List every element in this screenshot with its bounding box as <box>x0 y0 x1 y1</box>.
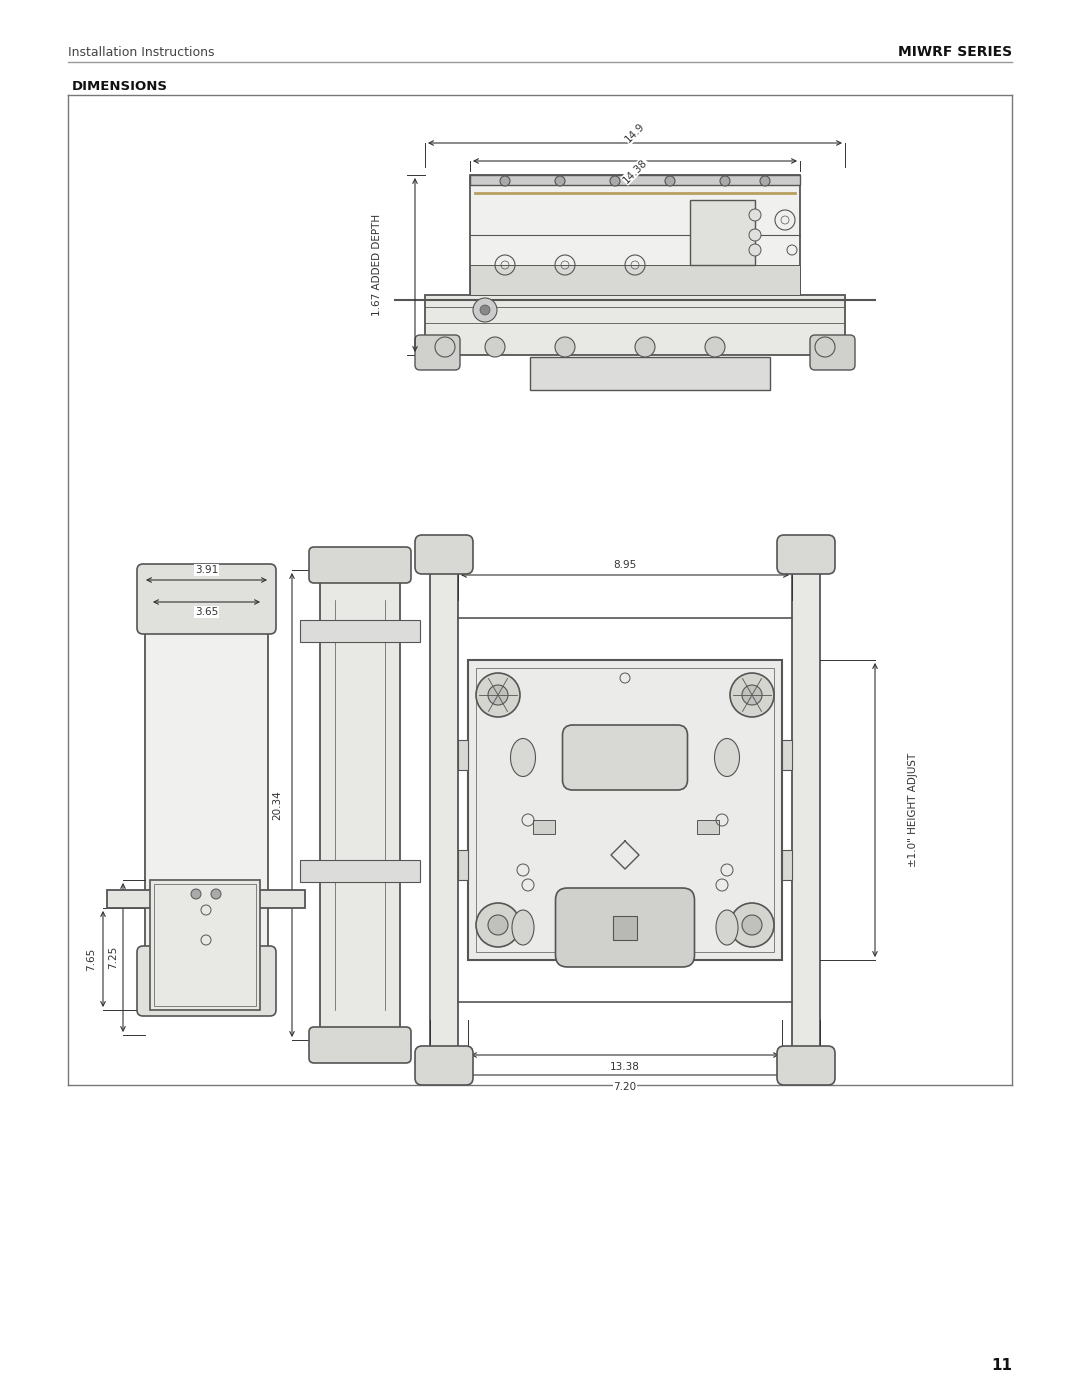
Bar <box>792 560 820 1060</box>
Circle shape <box>750 244 761 256</box>
Text: 3.65: 3.65 <box>194 608 218 617</box>
Bar <box>458 849 468 880</box>
Bar <box>107 890 305 908</box>
Circle shape <box>742 915 762 935</box>
Circle shape <box>610 176 620 186</box>
Bar <box>470 175 800 295</box>
Bar <box>320 570 400 1039</box>
Circle shape <box>730 902 774 947</box>
Circle shape <box>635 337 654 358</box>
Ellipse shape <box>511 739 536 777</box>
Text: 8.95: 8.95 <box>613 560 636 570</box>
Bar <box>430 560 458 1060</box>
Circle shape <box>500 176 510 186</box>
Text: 3.91: 3.91 <box>194 564 218 576</box>
Bar <box>782 849 792 880</box>
Text: DIMENSIONS: DIMENSIONS <box>72 80 168 92</box>
FancyBboxPatch shape <box>810 335 855 370</box>
Bar <box>534 820 555 834</box>
Text: ±1.0" HEIGHT ADJUST: ±1.0" HEIGHT ADJUST <box>908 753 918 868</box>
Bar <box>470 175 800 184</box>
Text: 7.65: 7.65 <box>86 947 96 971</box>
Circle shape <box>473 298 497 321</box>
Bar <box>690 200 755 265</box>
FancyBboxPatch shape <box>415 1046 473 1085</box>
Text: 11: 11 <box>991 1358 1012 1372</box>
Bar <box>300 620 420 643</box>
Bar <box>300 861 420 882</box>
Circle shape <box>555 176 565 186</box>
Circle shape <box>488 915 508 935</box>
FancyBboxPatch shape <box>309 548 411 583</box>
Bar <box>145 620 268 960</box>
Circle shape <box>750 229 761 242</box>
Bar <box>150 880 260 1010</box>
Circle shape <box>476 673 519 717</box>
Circle shape <box>555 337 575 358</box>
Circle shape <box>730 673 774 717</box>
Ellipse shape <box>512 909 534 944</box>
FancyBboxPatch shape <box>555 888 694 967</box>
Text: 13.38: 13.38 <box>610 1062 640 1071</box>
FancyBboxPatch shape <box>777 1046 835 1085</box>
Circle shape <box>665 176 675 186</box>
Bar <box>782 740 792 770</box>
Bar <box>613 915 637 940</box>
Circle shape <box>191 888 201 900</box>
Text: 7.20: 7.20 <box>613 1083 636 1092</box>
Bar <box>470 265 800 295</box>
FancyBboxPatch shape <box>415 335 460 370</box>
Bar <box>697 820 719 834</box>
Text: 7.25: 7.25 <box>108 946 118 970</box>
Circle shape <box>480 305 490 314</box>
Circle shape <box>435 337 455 358</box>
Text: MIWRF SERIES: MIWRF SERIES <box>897 45 1012 59</box>
Circle shape <box>760 176 770 186</box>
Circle shape <box>705 337 725 358</box>
Bar <box>426 295 845 355</box>
Text: 20.34: 20.34 <box>272 791 282 820</box>
Text: 14.38: 14.38 <box>621 156 649 184</box>
Bar <box>530 358 770 390</box>
Bar <box>458 740 468 770</box>
Text: 1.67 ADDED DEPTH: 1.67 ADDED DEPTH <box>372 214 382 316</box>
Circle shape <box>211 888 221 900</box>
Bar <box>154 884 256 1006</box>
FancyBboxPatch shape <box>309 1027 411 1063</box>
Circle shape <box>476 902 519 947</box>
Circle shape <box>815 337 835 358</box>
Circle shape <box>742 685 762 705</box>
Circle shape <box>488 685 508 705</box>
FancyBboxPatch shape <box>137 564 276 634</box>
FancyBboxPatch shape <box>415 535 473 574</box>
FancyBboxPatch shape <box>777 535 835 574</box>
Text: Installation Instructions: Installation Instructions <box>68 46 215 59</box>
Bar <box>476 668 774 951</box>
FancyBboxPatch shape <box>137 946 276 1016</box>
Bar <box>468 659 782 960</box>
Circle shape <box>750 210 761 221</box>
FancyBboxPatch shape <box>563 725 688 789</box>
Circle shape <box>720 176 730 186</box>
Ellipse shape <box>715 739 740 777</box>
Text: 14.9: 14.9 <box>623 122 647 145</box>
Circle shape <box>485 337 505 358</box>
Ellipse shape <box>716 909 738 944</box>
